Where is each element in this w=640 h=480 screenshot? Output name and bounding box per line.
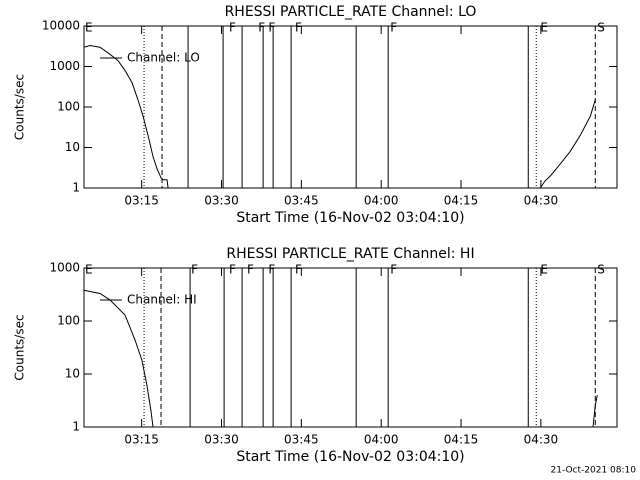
plot-frame <box>83 267 618 428</box>
flag-label: E <box>540 21 548 35</box>
flag-label: F <box>268 263 275 277</box>
x-axis-label: Start Time (16-Nov-02 03:04:10) <box>236 449 464 465</box>
y-tick-label: 100 <box>57 100 80 114</box>
legend-label: Channel: HI <box>127 293 197 307</box>
x-tick-label: 03:30 <box>204 194 239 208</box>
y-tick-label: 10000 <box>42 19 80 33</box>
footer: 21-Oct-2021 08:10 <box>551 466 637 476</box>
flag-label: S <box>597 21 605 35</box>
x-tick-label: 03:15 <box>124 194 159 208</box>
flag-label: E <box>85 21 93 35</box>
y-tick-label: 10 <box>65 140 80 154</box>
plot-frame <box>83 25 618 189</box>
x-tick-label: 04:00 <box>364 433 399 447</box>
data-line <box>83 289 598 428</box>
y-tick-label: 1000 <box>49 59 80 73</box>
data-line <box>83 44 596 189</box>
flag-label: F <box>247 263 254 277</box>
x-tick-label: 03:30 <box>204 433 239 447</box>
flag-label: F <box>390 263 397 277</box>
y-tick-label: 1 <box>72 181 80 195</box>
x-tick-label: 03:15 <box>124 433 159 447</box>
flag-label: F <box>268 21 275 35</box>
flag-label: S <box>597 263 605 277</box>
x-tick-label: 04:00 <box>364 194 399 208</box>
x-tick-label: 04:30 <box>524 433 559 447</box>
y-tick-label: 1000 <box>49 261 80 275</box>
flag-label: E <box>540 263 548 277</box>
x-tick-label: 04:15 <box>444 433 479 447</box>
x-tick-label: 04:30 <box>524 194 559 208</box>
y-tick-label: 1 <box>72 420 80 434</box>
flag-label: F <box>229 263 236 277</box>
flag-label: F <box>390 21 397 35</box>
y-tick-label: 10 <box>65 367 80 381</box>
x-axis-label: Start Time (16-Nov-02 03:04:10) <box>236 210 464 226</box>
flag-label: F <box>229 21 236 35</box>
flag-label: F <box>295 263 302 277</box>
flag-label: F <box>191 263 198 277</box>
y-axis-label: Counts/sec <box>13 74 27 140</box>
x-tick-label: 04:15 <box>444 194 479 208</box>
y-axis-label: Counts/sec <box>13 314 27 380</box>
y-tick-label: 100 <box>57 314 80 328</box>
legend-label: Channel: LO <box>127 51 200 65</box>
flag-label: F <box>295 21 302 35</box>
chart-title: RHESSI PARTICLE_RATE Channel: LO <box>225 4 477 20</box>
x-tick-label: 03:45 <box>284 433 319 447</box>
x-tick-label: 03:45 <box>284 194 319 208</box>
flag-label: F <box>258 21 265 35</box>
chart-title: RHESSI PARTICLE_RATE Channel: HI <box>226 246 474 262</box>
flag-label: E <box>85 263 93 277</box>
